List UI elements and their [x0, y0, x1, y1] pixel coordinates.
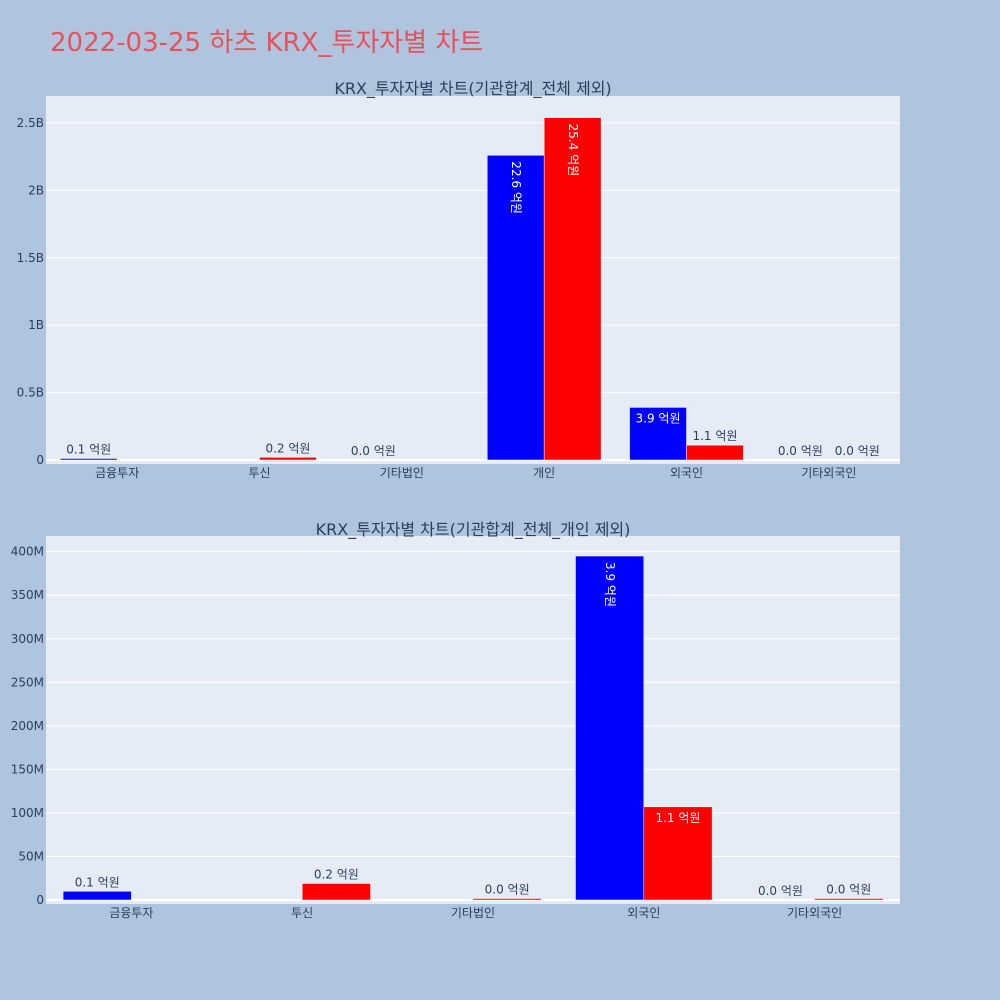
x-tick-label: 투신	[248, 466, 270, 480]
y-tick-label: 2.5B	[17, 116, 44, 130]
bar	[814, 898, 884, 901]
data-label: 1.1 억원	[692, 429, 737, 443]
data-label: 0.1 억원	[66, 443, 111, 457]
plot-area	[46, 536, 900, 904]
y-tick-label: 200M	[11, 719, 44, 733]
y-tick-label: 300M	[11, 632, 44, 646]
plot-area	[46, 96, 900, 464]
data-label: 0.0 억원	[758, 884, 803, 898]
page-title: 2022-03-25 하츠 KRX_투자자별 차트	[50, 28, 484, 58]
bar	[686, 444, 744, 461]
x-tick-label: 투신	[291, 906, 313, 920]
data-label: 0.0 억원	[485, 883, 530, 897]
y-tick-label: 50M	[18, 849, 44, 863]
bar	[543, 117, 602, 461]
y-tick-label: 250M	[11, 675, 44, 689]
data-label: 0.0 억원	[835, 444, 880, 458]
chart-title: KRX_투자자별 차트(기관합계_전체 제외)	[334, 79, 611, 99]
y-tick-label: 2B	[28, 183, 44, 197]
data-label: 0.1 억원	[75, 875, 120, 889]
bar	[59, 458, 118, 461]
x-tick-label: 외국인	[670, 466, 703, 480]
y-tick-label: 400M	[11, 545, 44, 559]
x-tick-label: 외국인	[627, 906, 660, 920]
chart-title: KRX_투자자별 차트(기관합계_전체_개인 제외)	[316, 520, 631, 540]
x-tick-label: 기타법인	[380, 466, 424, 480]
bar	[629, 407, 687, 461]
x-tick-label: 기타법인	[451, 906, 495, 920]
bar	[259, 457, 317, 461]
data-label: 25.4 억원	[566, 124, 580, 177]
data-label: 0.0 억원	[778, 444, 823, 458]
data-label: 0.2 억원	[314, 867, 359, 881]
x-tick-label: 금융투자	[109, 906, 153, 920]
y-tick-label: 350M	[11, 588, 44, 602]
y-tick-label: 0	[36, 453, 44, 467]
bar	[62, 891, 132, 901]
y-tick-label: 0.5B	[17, 386, 44, 400]
bar	[643, 806, 713, 901]
y-tick-label: 150M	[11, 762, 44, 776]
bar	[575, 555, 645, 901]
data-label: 1.1 억원	[655, 811, 700, 825]
x-tick-label: 개인	[533, 466, 555, 480]
data-label: 0.0 억원	[351, 444, 396, 458]
y-tick-label: 0	[36, 893, 44, 907]
y-tick-label: 1B	[28, 318, 44, 332]
data-label: 3.9 억원	[603, 562, 617, 607]
y-tick-label: 100M	[11, 806, 44, 820]
y-tick-label: 1.5B	[17, 251, 44, 265]
x-tick-label: 금융투자	[95, 466, 139, 480]
x-tick-label: 기타외국인	[801, 466, 856, 480]
data-label: 3.9 억원	[636, 411, 681, 425]
x-tick-label: 기타외국인	[787, 906, 842, 920]
bar	[472, 898, 542, 901]
bar	[301, 883, 371, 901]
data-label: 0.2 억원	[265, 441, 310, 455]
data-label: 0.0 억원	[826, 883, 871, 897]
data-label: 22.6 억원	[509, 161, 523, 214]
